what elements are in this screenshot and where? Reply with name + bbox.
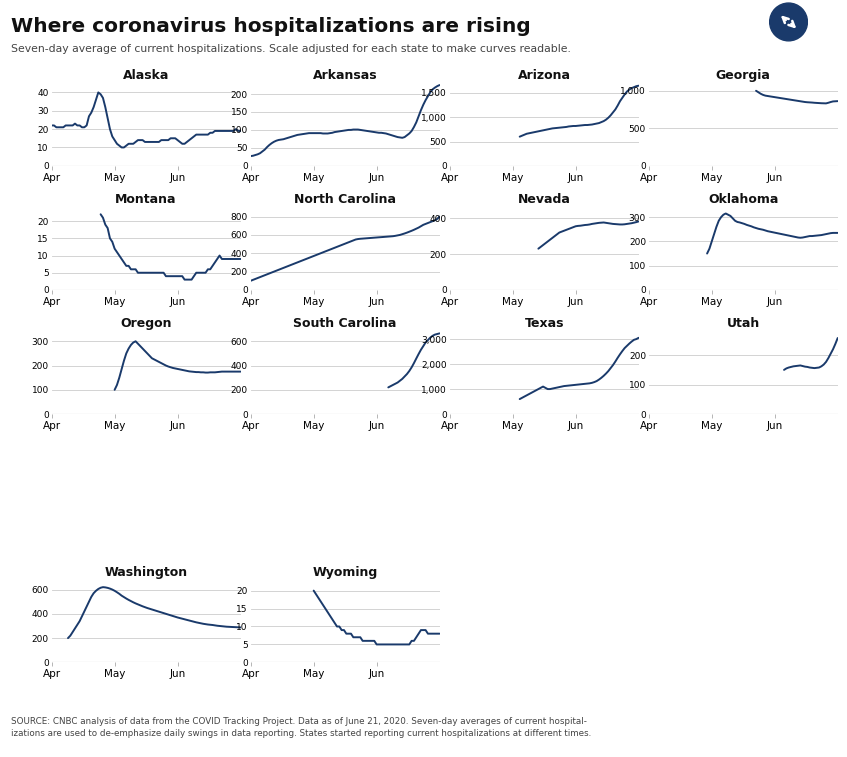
Title: Montana: Montana: [115, 193, 177, 206]
Title: Utah: Utah: [727, 317, 760, 330]
Circle shape: [770, 3, 807, 41]
Title: Washington: Washington: [104, 565, 188, 578]
Text: Where coronavirus hospitalizations are rising: Where coronavirus hospitalizations are r…: [11, 17, 531, 36]
Title: Oklahoma: Oklahoma: [708, 193, 778, 206]
Title: Arkansas: Arkansas: [313, 69, 378, 82]
Title: Texas: Texas: [524, 317, 564, 330]
Text: Seven-day average of current hospitalizations. Scale adjusted for each state to : Seven-day average of current hospitaliza…: [11, 44, 571, 54]
Title: Wyoming: Wyoming: [313, 565, 378, 578]
Title: Alaska: Alaska: [123, 69, 169, 82]
Title: Oregon: Oregon: [120, 317, 172, 330]
Title: Nevada: Nevada: [518, 193, 571, 206]
Title: North Carolina: North Carolina: [294, 193, 396, 206]
Text: SOURCE: CNBC analysis of data from the COVID Tracking Project. Data as of June 2: SOURCE: CNBC analysis of data from the C…: [11, 718, 591, 738]
Title: South Carolina: South Carolina: [293, 317, 397, 330]
Title: Arizona: Arizona: [518, 69, 571, 82]
Title: Georgia: Georgia: [716, 69, 771, 82]
